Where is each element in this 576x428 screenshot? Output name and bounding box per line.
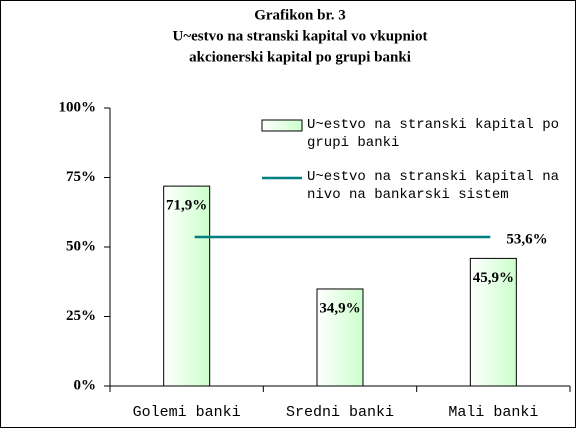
bar xyxy=(163,185,211,387)
data-label: 71,9% xyxy=(166,198,207,214)
x-tick-label: Sredni banki xyxy=(286,404,394,421)
x-tick-label: Mali banki xyxy=(448,404,538,421)
chart-title: Grafikon br. 3 xyxy=(254,7,346,23)
legend-swatch xyxy=(261,119,303,132)
x-tick-label: Golemi banki xyxy=(133,404,241,421)
bar xyxy=(316,288,364,387)
y-tick-label: 0% xyxy=(74,377,97,393)
y-tick-label: 100% xyxy=(59,99,97,115)
chart-title: U~estvo na stranski kapital vo vkupniot xyxy=(173,28,428,44)
y-tick-label: 75% xyxy=(66,169,96,185)
data-label: 45,9% xyxy=(473,270,514,286)
data-label: 53,6% xyxy=(506,231,547,247)
bar xyxy=(469,257,517,387)
legend-label: U~estvo na stranski kapital na nivo na b… xyxy=(307,169,560,203)
chart-title: akcionerski kapital po grupi banki xyxy=(189,49,411,65)
data-label: 34,9% xyxy=(319,300,360,316)
legend-label: U~estvo na stranski kapital po grupi ban… xyxy=(307,117,560,151)
y-tick-label: 25% xyxy=(66,308,96,324)
y-tick-label: 50% xyxy=(66,238,96,254)
